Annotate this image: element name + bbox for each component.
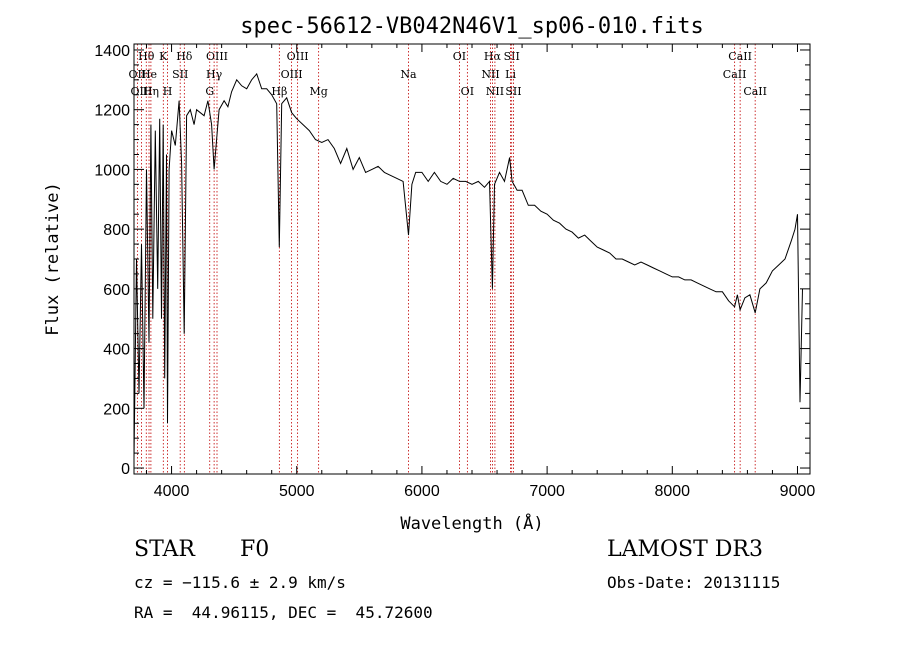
line-marker-label: NII [486,85,504,98]
object-subclass: F0 [240,537,270,562]
y-tick-label: 600 [103,282,130,299]
line-marker-label: Hθ [138,50,155,63]
redshift-cz: cz = −115.6 ± 2.9 km/s [134,573,346,592]
y-tick-label: 1200 [94,103,130,120]
x-tick-label: 5000 [279,483,315,500]
line-marker-label: OIII [287,50,309,63]
line-marker-label: OIII [281,68,303,81]
y-tick-label: 200 [103,401,130,418]
y-tick-label: 400 [103,342,130,359]
y-tick-label: 1400 [94,43,130,60]
observation-date: Obs-Date: 20131115 [607,573,781,592]
line-marker-label: Hα [484,50,502,63]
y-axis-label: Flux (relative) [43,182,63,336]
coordinates: RA = 44.96115, DEC = 45.72600 [134,603,433,622]
line-marker-label: SII [505,85,521,98]
line-marker-label: CaII [723,68,747,81]
survey-name: LAMOST DR3 [607,537,763,562]
line-marker-label: Li [505,68,516,81]
line-marker-label: Hη [143,85,159,98]
line-marker-label: SII [172,68,188,81]
line-marker-label: Hδ [176,50,193,63]
y-tick-label: 800 [103,222,130,239]
line-marker-label: OIII [206,50,228,63]
line-marker-label: H [163,85,173,98]
line-marker-label: He [141,68,157,81]
line-marker-label: G [205,85,214,98]
line-marker-label: K [159,50,168,63]
line-marker-label: NII [481,68,499,81]
plot-frame [133,43,811,475]
x-tick-label: 7000 [529,483,565,500]
y-tick-label: 1000 [94,162,130,179]
x-axis-label: Wavelength (Å) [400,512,543,534]
line-marker-label: OI [461,85,474,98]
line-marker-label: Na [400,68,417,81]
line-marker-label: Hγ [206,68,223,81]
line-marker-label: Hβ [271,85,287,98]
line-marker-label: Mg [309,85,327,98]
line-marker-label: OII [129,68,147,81]
line-marker-label: OI [453,50,466,63]
x-tick-label: 9000 [780,483,816,500]
x-tick-label: 4000 [154,483,190,500]
x-tick-label: 8000 [654,483,690,500]
spectrum-line [134,72,803,460]
object-class: STAR [134,537,195,562]
line-marker-label: SII [504,50,520,63]
axis-ticks: 4000 5000 6000 7000 8000 9000 0 200 400 600 800 100… [94,43,815,500]
y-tick-label: 0 [121,461,130,478]
line-marker-label: CaII [728,50,752,63]
chart-title: spec-56612-VB042N46V1_sp06-010.fits [240,14,704,39]
line-marker-label: CaII [743,85,767,98]
x-tick-label: 6000 [404,483,440,500]
